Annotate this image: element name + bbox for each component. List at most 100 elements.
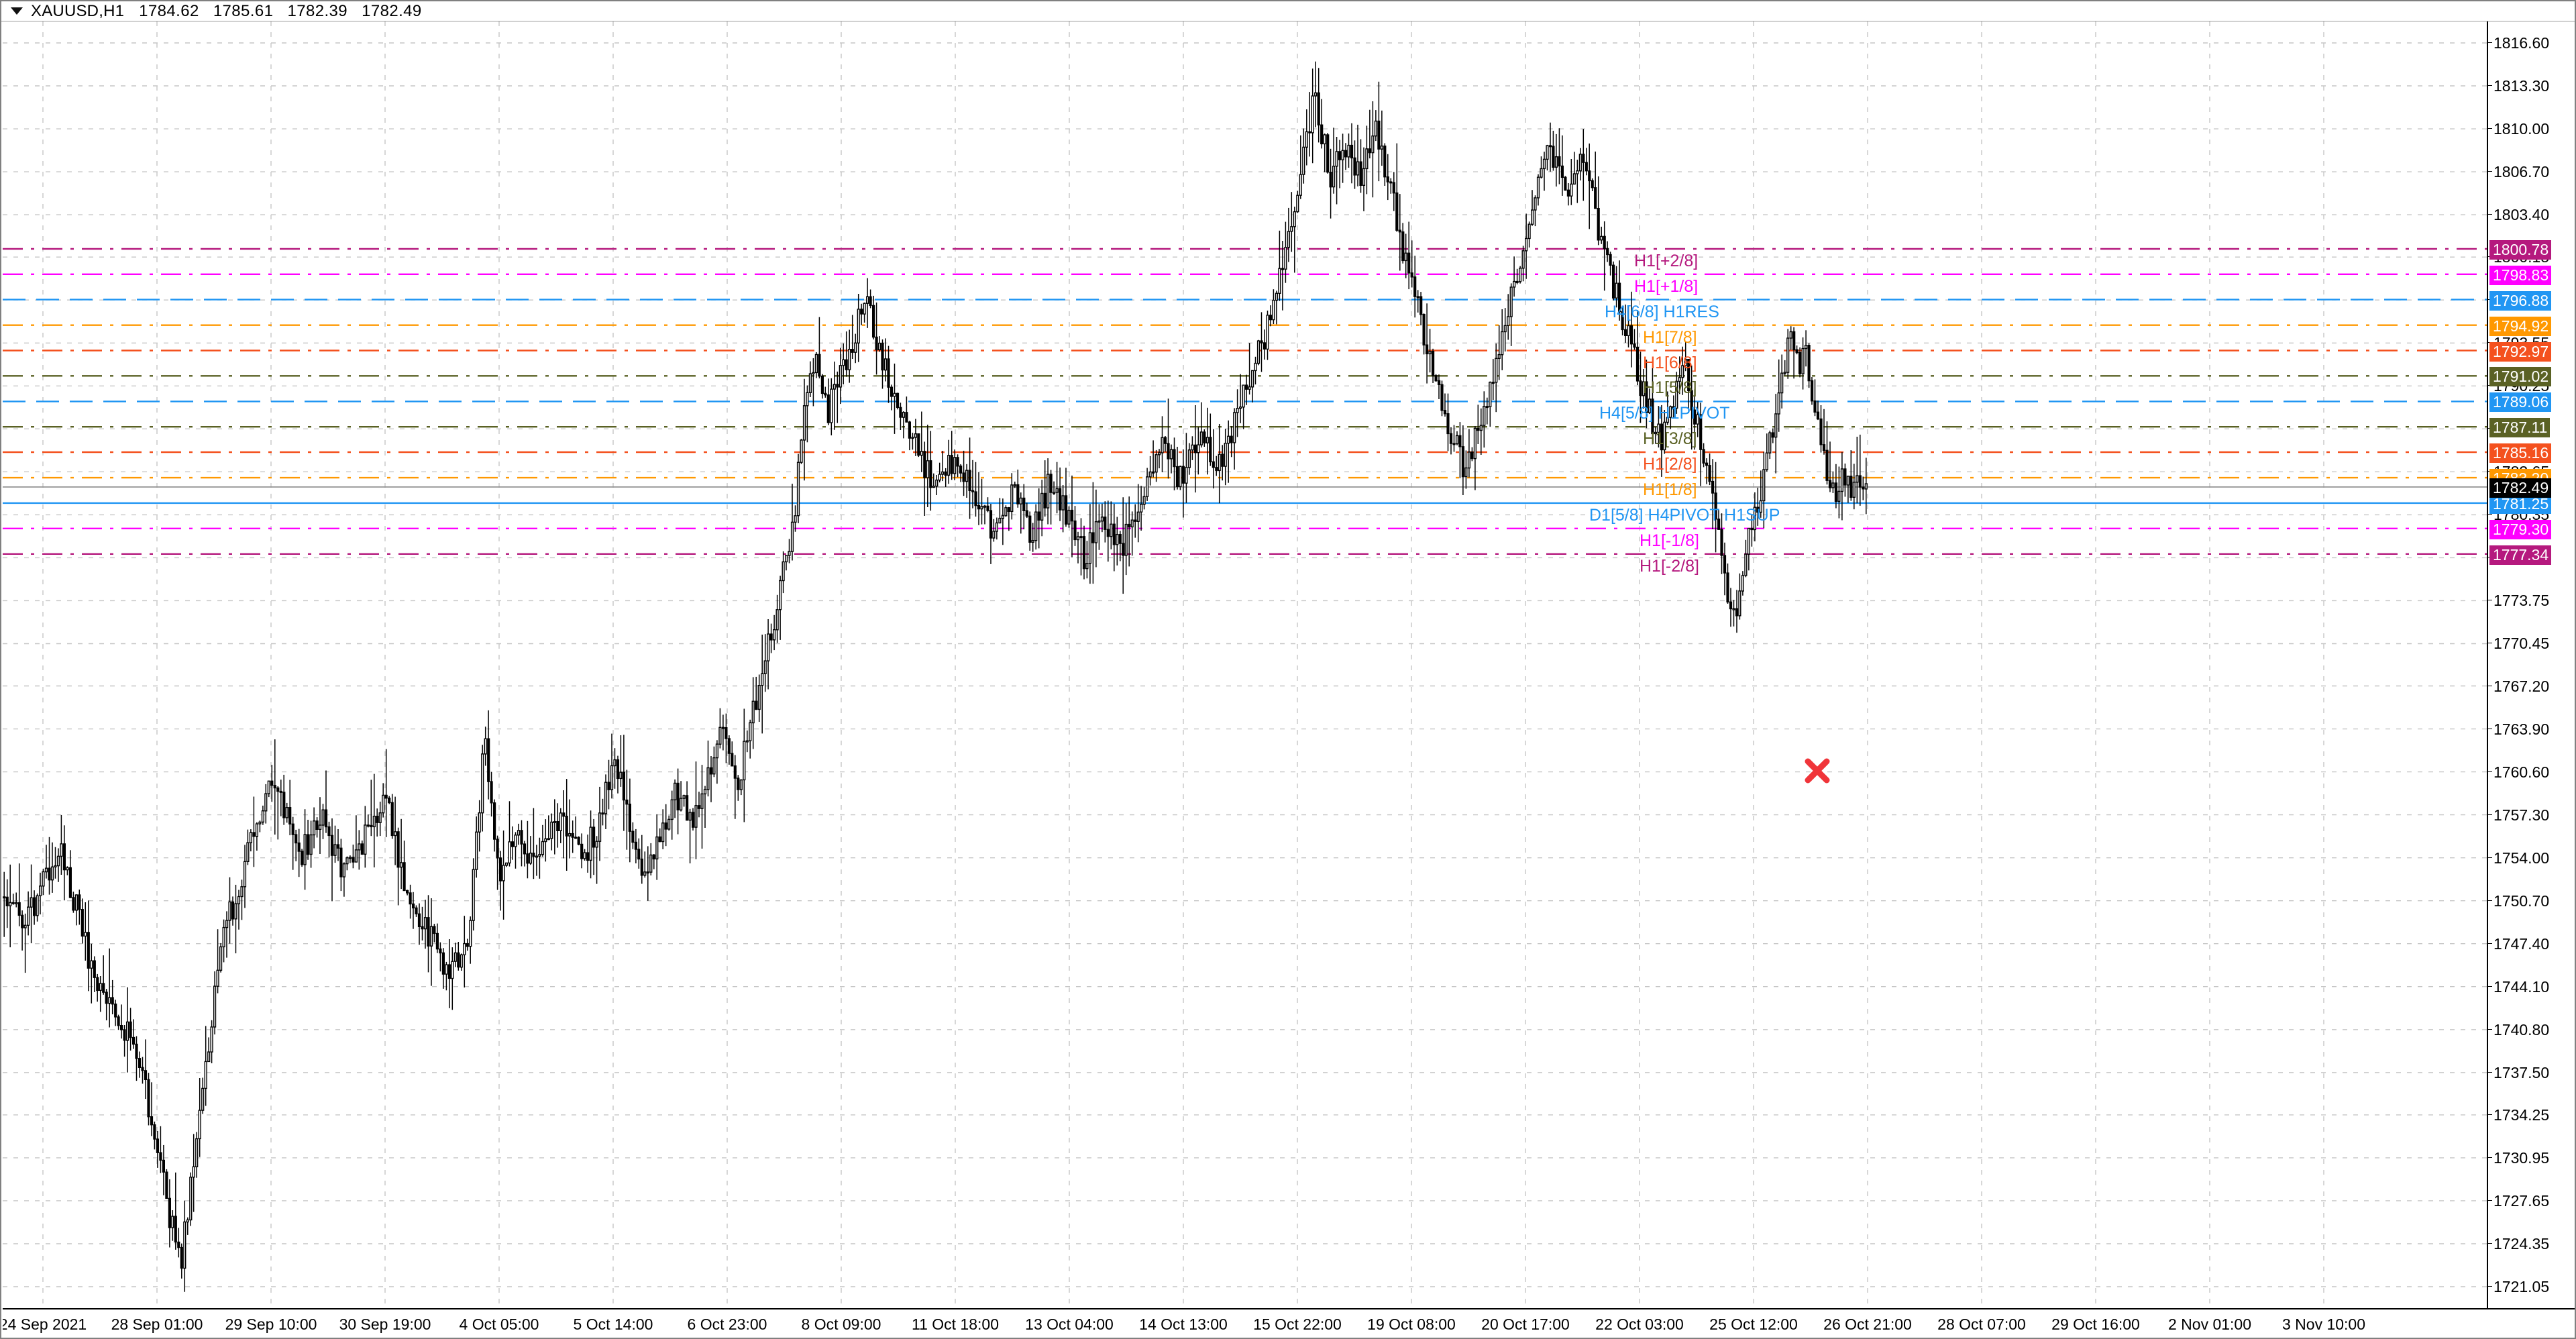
red-x-marker[interactable]	[1802, 755, 1833, 786]
price-tag-h1-5-8[interactable]: 1791.02	[2489, 367, 2552, 387]
candle	[622, 735, 625, 831]
candle	[1570, 159, 1573, 205]
candle	[1702, 443, 1705, 468]
candle	[1729, 588, 1733, 627]
candle	[1530, 190, 1534, 226]
candle	[1218, 424, 1221, 504]
candle	[36, 893, 39, 922]
candle	[1284, 221, 1287, 283]
candle	[1654, 427, 1657, 444]
price-tag-h4-5-8-pivot[interactable]: 1789.06	[2489, 392, 2552, 413]
candle	[313, 807, 316, 849]
candle	[1521, 246, 1525, 282]
candle	[977, 472, 981, 525]
candle	[1199, 402, 1203, 448]
candle	[812, 358, 815, 407]
candle	[129, 1008, 132, 1051]
price-tag-h1-minus-2-8[interactable]: 1777.34	[2489, 545, 2552, 565]
candle	[731, 741, 734, 767]
candle	[851, 315, 854, 359]
price-tick-mark	[2488, 1114, 2492, 1115]
candle	[273, 739, 276, 835]
candle	[529, 836, 532, 865]
candle	[131, 1019, 136, 1049]
candle	[1780, 354, 1784, 409]
price-tick-label: 1740.80	[2488, 1021, 2549, 1038]
candle	[1513, 256, 1516, 297]
candle	[352, 845, 355, 869]
price-tag-h1-minus-1-8[interactable]: 1779.30	[2489, 519, 2552, 539]
candle	[784, 555, 788, 571]
candle	[857, 294, 860, 362]
candle	[1281, 241, 1284, 311]
candle	[141, 1057, 144, 1084]
candle	[1067, 506, 1071, 528]
candle	[1040, 480, 1044, 537]
candle	[237, 890, 241, 930]
price-tick-mark	[2488, 171, 2492, 172]
candle	[1359, 139, 1362, 193]
candle	[911, 433, 914, 450]
candle	[1122, 497, 1125, 594]
candle	[613, 748, 616, 789]
price-tag-h4-6-8-h1res[interactable]: 1796.88	[2489, 290, 2552, 311]
candle	[1470, 447, 1474, 462]
candle	[1377, 81, 1381, 182]
candle	[778, 576, 782, 640]
candle	[1046, 458, 1050, 525]
time-axis[interactable]: 24 Sep 2021 28 Sep 01:00 29 Sep 10:00 30 Se…	[3, 1308, 2575, 1338]
price-tag-h1-3-8[interactable]: 1787.11	[2489, 418, 2551, 438]
candle	[1317, 68, 1320, 143]
candle	[1597, 176, 1600, 246]
candle	[1064, 468, 1068, 527]
candle	[980, 478, 983, 525]
candle	[625, 769, 629, 850]
candle	[243, 845, 247, 908]
price-tag-h1-6-8[interactable]: 1792.97	[2489, 341, 2552, 362]
candle	[1792, 327, 1796, 379]
candle	[769, 623, 773, 653]
candle	[1097, 504, 1101, 550]
candle	[1302, 128, 1305, 184]
candle	[21, 910, 24, 951]
candle	[767, 619, 770, 690]
price-axis[interactable]: 1816.60 1813.30 1810.00 1806.70 1803.40 1800.…	[2487, 21, 2575, 1308]
candle	[321, 804, 325, 839]
candle	[1244, 374, 1248, 405]
candle	[1128, 496, 1131, 567]
price-tag-h1-7-8[interactable]: 1794.92	[2489, 316, 2552, 336]
candle	[1609, 252, 1612, 276]
candle	[15, 892, 18, 908]
caret-down-icon[interactable]	[11, 7, 23, 15]
candle	[706, 740, 710, 797]
candle	[153, 1121, 156, 1150]
price-tag-h1-2-8[interactable]: 1785.16	[2489, 443, 2552, 464]
candle	[378, 802, 382, 837]
candle	[1461, 425, 1464, 495]
time-tick-label: 24 Sep 2021	[3, 1316, 87, 1333]
candle	[1248, 343, 1251, 395]
candle	[836, 371, 839, 423]
candle	[1275, 290, 1278, 325]
candle	[1606, 241, 1609, 262]
price-tag-h1-plus-2-8[interactable]: 1800.78	[2489, 239, 2552, 260]
candle	[1016, 470, 1020, 508]
candle	[1061, 485, 1065, 533]
candle	[48, 837, 51, 895]
candle	[1828, 441, 1832, 492]
price-tick-label: 1816.60	[2488, 34, 2549, 52]
price-tick-label: 1773.75	[2488, 592, 2549, 609]
candle	[601, 798, 604, 826]
price-tag-h1-plus-1-8[interactable]: 1798.83	[2489, 265, 2552, 285]
chart-plot-area[interactable]: H1[+2/8] H1[+1/8] H4[6/8] H1RES H1[7/8] H1[6…	[3, 21, 2487, 1308]
candle	[808, 361, 812, 397]
candle	[881, 339, 884, 389]
candle	[1167, 398, 1170, 479]
candle	[598, 786, 602, 861]
candle	[604, 774, 608, 829]
candle	[1846, 476, 1849, 503]
candle	[111, 979, 114, 1014]
current-price-tag[interactable]: 1782.49	[2489, 478, 2552, 498]
candle	[1116, 517, 1119, 566]
candle	[1290, 192, 1293, 252]
